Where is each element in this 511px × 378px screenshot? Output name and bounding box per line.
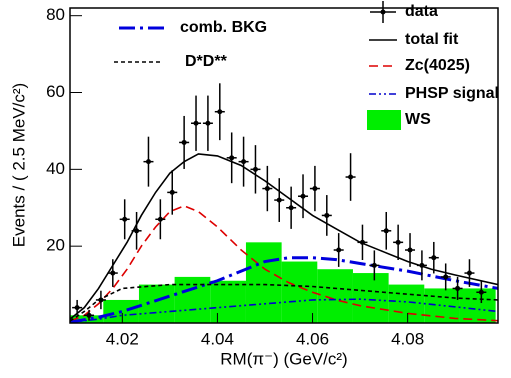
data-point — [74, 305, 80, 311]
data-point — [359, 239, 365, 245]
legend-label: D*D** — [185, 53, 228, 70]
fit-curve — [70, 256, 498, 323]
x-tick-label: 4.06 — [296, 329, 329, 348]
x-tick-label: 4.02 — [106, 329, 139, 348]
data-point — [241, 159, 247, 165]
y-axis-label: Events / ( 2.5 MeV/c²) — [9, 83, 28, 247]
legend-label: WS — [405, 111, 431, 128]
legend-label: comb. BKG — [180, 19, 267, 36]
data-point — [276, 197, 282, 203]
ws-bar — [317, 269, 353, 323]
data-point — [252, 166, 258, 172]
plot-frame — [69, 7, 499, 324]
data-point — [478, 289, 484, 295]
legend-label: Zc(4025) — [405, 57, 470, 74]
legend-label: PHSP signal — [405, 85, 499, 102]
ws-bar — [459, 288, 496, 323]
ws-bar — [281, 261, 318, 323]
data-point — [407, 247, 413, 253]
legend-label: data — [405, 3, 438, 20]
y-tick-label: 40 — [46, 159, 65, 178]
x-tick-label: 4.04 — [201, 329, 234, 348]
data-point — [205, 120, 211, 126]
legend-label: total fit — [405, 31, 459, 48]
data-point — [181, 139, 187, 145]
data-point — [86, 312, 92, 318]
y-tick-label: 60 — [46, 82, 65, 101]
ws-bar — [245, 242, 282, 323]
fit-curve — [70, 204, 498, 322]
data-point — [466, 270, 472, 276]
data-point — [324, 212, 330, 218]
ws-bar — [388, 284, 425, 323]
data-point — [300, 193, 306, 199]
data-point — [229, 155, 235, 161]
data-point — [98, 297, 104, 303]
x-axis-label: RM(π⁻) (GeV/c²) — [220, 349, 347, 368]
ws-bar — [70, 315, 104, 323]
data-point — [122, 216, 128, 222]
data-point — [383, 228, 389, 234]
data-point — [312, 186, 318, 192]
fit-curve — [70, 153, 498, 320]
data-point — [110, 270, 116, 276]
data-point — [134, 228, 140, 234]
y-tick-label: 20 — [46, 236, 65, 255]
data-point — [348, 174, 354, 180]
data-point — [288, 205, 294, 211]
legend-swatch — [380, 9, 386, 15]
data-point — [336, 247, 342, 253]
data-point — [419, 262, 425, 268]
data-point — [443, 274, 449, 280]
data-point — [371, 262, 377, 268]
data-point — [157, 216, 163, 222]
data-point — [431, 255, 437, 261]
fit-curve — [70, 298, 498, 323]
ws-bar — [352, 273, 389, 323]
ws-bar — [138, 284, 175, 323]
data-point — [169, 189, 175, 195]
data-point — [145, 159, 151, 165]
data-point — [193, 120, 199, 126]
legend-swatch — [367, 110, 401, 130]
y-tick-label: 80 — [46, 5, 65, 24]
data-point — [217, 109, 223, 115]
ws-bar — [210, 280, 246, 323]
data-point — [455, 285, 461, 291]
data-point — [395, 239, 401, 245]
x-tick-label: 4.08 — [391, 329, 424, 348]
data-point — [264, 186, 270, 192]
